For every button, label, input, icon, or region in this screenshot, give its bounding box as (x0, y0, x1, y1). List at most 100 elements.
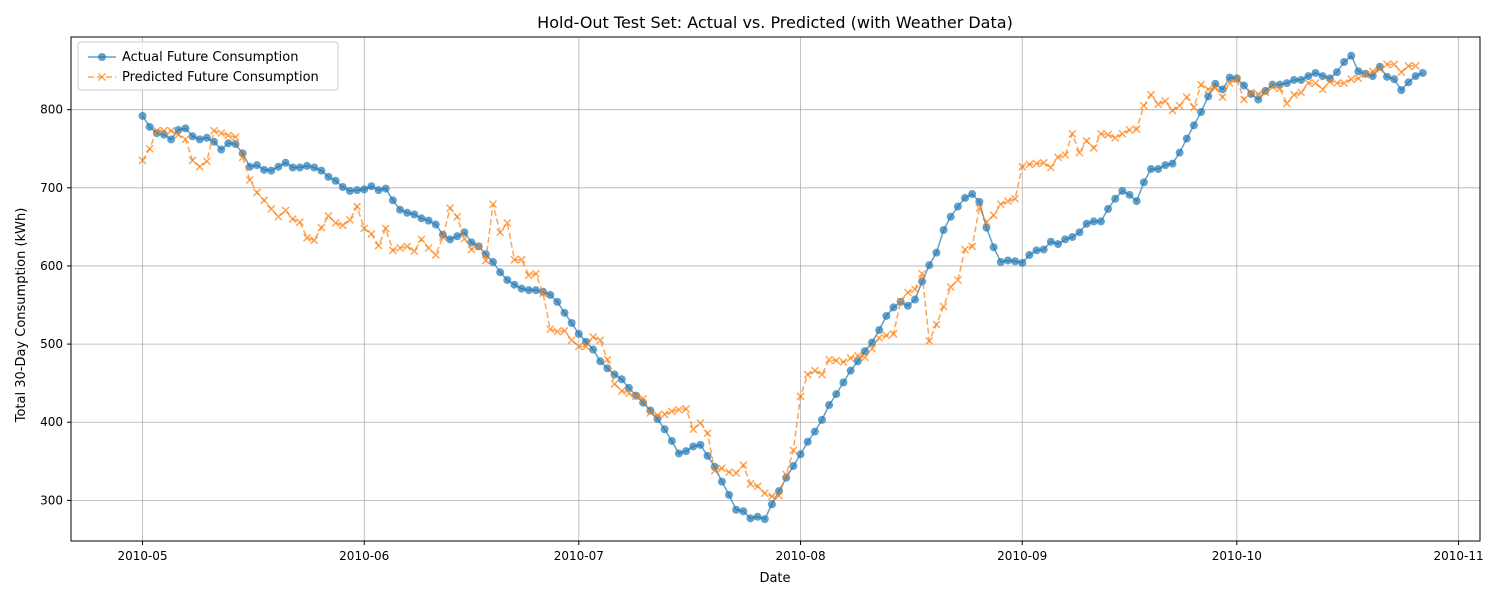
actual-data-point (1375, 62, 1384, 71)
predicted-data-point (1082, 136, 1091, 145)
actual-data-point (510, 280, 519, 289)
actual-data-point (446, 235, 455, 244)
actual-data-point (1125, 190, 1134, 199)
legend: Actual Future Consumption Predicted Futu… (77, 41, 339, 91)
predicted-data-point (853, 351, 862, 360)
predicted-data-point (946, 283, 955, 292)
actual-data-point (496, 268, 505, 277)
predicted-data-point (1139, 101, 1148, 110)
predicted-data-point (503, 218, 512, 228)
actual-data-point (1146, 165, 1155, 174)
predicted-data-point (517, 255, 526, 264)
predicted-data-point (860, 353, 869, 362)
predicted-data-point (560, 326, 569, 335)
plot-area: 2010-05 2010-06 2010-07 2010-08 2010-09 2010-… (40, 36, 1484, 563)
predicted-data-point (1297, 88, 1306, 97)
actual-data-point (1161, 161, 1170, 170)
actual-data-point (1132, 197, 1141, 206)
y-tick-label: 600 (40, 259, 63, 273)
predicted-data-point (1046, 163, 1055, 172)
predicted-data-point (1211, 83, 1220, 92)
x-tick-label: 2010-11 (1433, 549, 1483, 563)
predicted-data-point (903, 288, 912, 297)
actual-data-point (1354, 67, 1363, 76)
predicted-data-point (717, 464, 726, 473)
predicted-data-point (1239, 95, 1249, 104)
predicted-data-point (1032, 159, 1041, 168)
actual-data-point (1404, 78, 1413, 87)
actual-data-point (939, 226, 948, 234)
predicted-data-point (1225, 79, 1234, 88)
actual-data-point (1297, 75, 1306, 84)
predicted-data-point (832, 356, 841, 365)
actual-data-point (803, 437, 812, 446)
predicted-data-point (1125, 125, 1134, 135)
predicted-data-point (281, 206, 290, 215)
actual-data-point (860, 347, 869, 356)
predicted-data-point (403, 242, 412, 251)
actual-data-point (610, 370, 619, 379)
predicted-data-point (410, 247, 419, 256)
actual-data-point (267, 166, 276, 175)
predicted-data-point (724, 468, 734, 477)
actual-data-point (424, 216, 433, 225)
actual-data-point (1139, 178, 1148, 187)
actual-data-point (1054, 240, 1063, 249)
predicted-data-point (1390, 60, 1399, 69)
actual-data-point (846, 366, 855, 375)
actual-data-point (660, 425, 669, 434)
predicted-data-point (1397, 68, 1406, 77)
predicted-data-point (1111, 133, 1120, 142)
predicted-data-point (839, 358, 848, 367)
actual-data-point (531, 286, 540, 295)
predicted-data-point (1096, 129, 1105, 138)
actual-data-point (646, 406, 655, 415)
predicted-data-point (1132, 125, 1141, 134)
actual-data-point (1304, 72, 1313, 81)
predicted-data-point (338, 221, 347, 230)
actual-data-point (345, 186, 354, 195)
actual-data-point (1397, 86, 1406, 95)
actual-data-point (560, 308, 569, 317)
predicted-data-point (1204, 85, 1213, 94)
actual-data-point (589, 345, 598, 354)
actual-data-point (1254, 95, 1263, 104)
y-tick-label: 300 (40, 493, 63, 507)
x-tick-label: 2010-07 (554, 549, 604, 563)
predicted-data-point (1254, 90, 1263, 99)
predicted-data-point (846, 354, 855, 363)
predicted-data-point (1354, 74, 1363, 83)
actual-data-point (1204, 92, 1213, 101)
predicted-data-point (1340, 79, 1349, 88)
predicted-data-point (224, 131, 233, 140)
predicted-data-point (1375, 65, 1384, 74)
predicted-data-point (753, 482, 762, 491)
predicted-data-point (918, 269, 927, 278)
predicted-data-point (1232, 75, 1241, 84)
predicted-data-point (689, 425, 698, 434)
actual-data-point (1418, 68, 1427, 77)
predicted-data-point (810, 366, 819, 375)
predicted-data-point (682, 404, 691, 413)
actual-data-point (360, 185, 369, 194)
predicted-data-point (624, 389, 633, 398)
predicted-data-point (868, 344, 877, 353)
predicted-data-point (260, 196, 269, 205)
actual-data-point (417, 214, 426, 223)
actual-data-point (961, 193, 970, 202)
predicted-data-point (703, 429, 712, 438)
actual-data-point (1082, 219, 1091, 228)
predicted-data-point (596, 336, 605, 345)
actual-data-point (689, 442, 698, 451)
predicted-data-point (1182, 93, 1191, 102)
actual-data-point (703, 451, 712, 460)
actual-data-point (1239, 81, 1248, 90)
predicted-data-point (1003, 197, 1012, 206)
actual-data-point (746, 514, 755, 523)
predicted-data-point (789, 446, 798, 455)
predicted-data-point (1404, 61, 1413, 70)
predicted-data-point (610, 379, 619, 388)
predicted-data-point (539, 289, 548, 298)
actual-data-point (1154, 165, 1163, 174)
predicted-data-point (982, 218, 991, 227)
